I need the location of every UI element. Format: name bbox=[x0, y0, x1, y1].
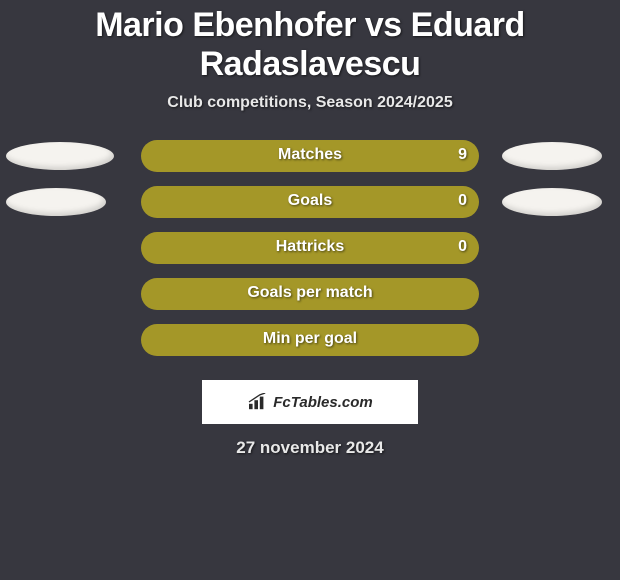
bar-label: Min per goal bbox=[141, 330, 479, 348]
stat-row: Goals0 bbox=[0, 186, 620, 232]
stat-bar: Matches9 bbox=[141, 140, 479, 172]
bar-value-right: 9 bbox=[458, 146, 467, 164]
chart-icon bbox=[247, 393, 269, 411]
page-title: Mario Ebenhofer vs Eduard Radaslavescu bbox=[0, 0, 620, 84]
stat-bar: Goals0 bbox=[141, 186, 479, 218]
stat-row: Matches9 bbox=[0, 140, 620, 186]
bar-label: Goals bbox=[141, 192, 479, 210]
bar-value-right: 0 bbox=[458, 238, 467, 256]
stat-row: Hattricks0 bbox=[0, 232, 620, 278]
ellipse-left bbox=[6, 188, 106, 216]
stat-rows: Matches9Goals0Hattricks0Goals per matchM… bbox=[0, 140, 620, 370]
date-text: 27 november 2024 bbox=[0, 438, 620, 458]
ellipse-right bbox=[502, 142, 602, 170]
stat-bar: Goals per match bbox=[141, 278, 479, 310]
ellipse-left bbox=[6, 142, 114, 170]
stat-bar: Min per goal bbox=[141, 324, 479, 356]
subtitle: Club competitions, Season 2024/2025 bbox=[0, 94, 620, 112]
stat-row: Min per goal bbox=[0, 324, 620, 370]
logo-box: FcTables.com bbox=[202, 380, 418, 424]
bar-label: Matches bbox=[141, 146, 479, 164]
bar-value-right: 0 bbox=[458, 192, 467, 210]
bar-label: Hattricks bbox=[141, 238, 479, 256]
bar-label: Goals per match bbox=[141, 284, 479, 302]
logo-text: FcTables.com bbox=[273, 394, 372, 411]
stat-bar: Hattricks0 bbox=[141, 232, 479, 264]
stat-row: Goals per match bbox=[0, 278, 620, 324]
ellipse-right bbox=[502, 188, 602, 216]
